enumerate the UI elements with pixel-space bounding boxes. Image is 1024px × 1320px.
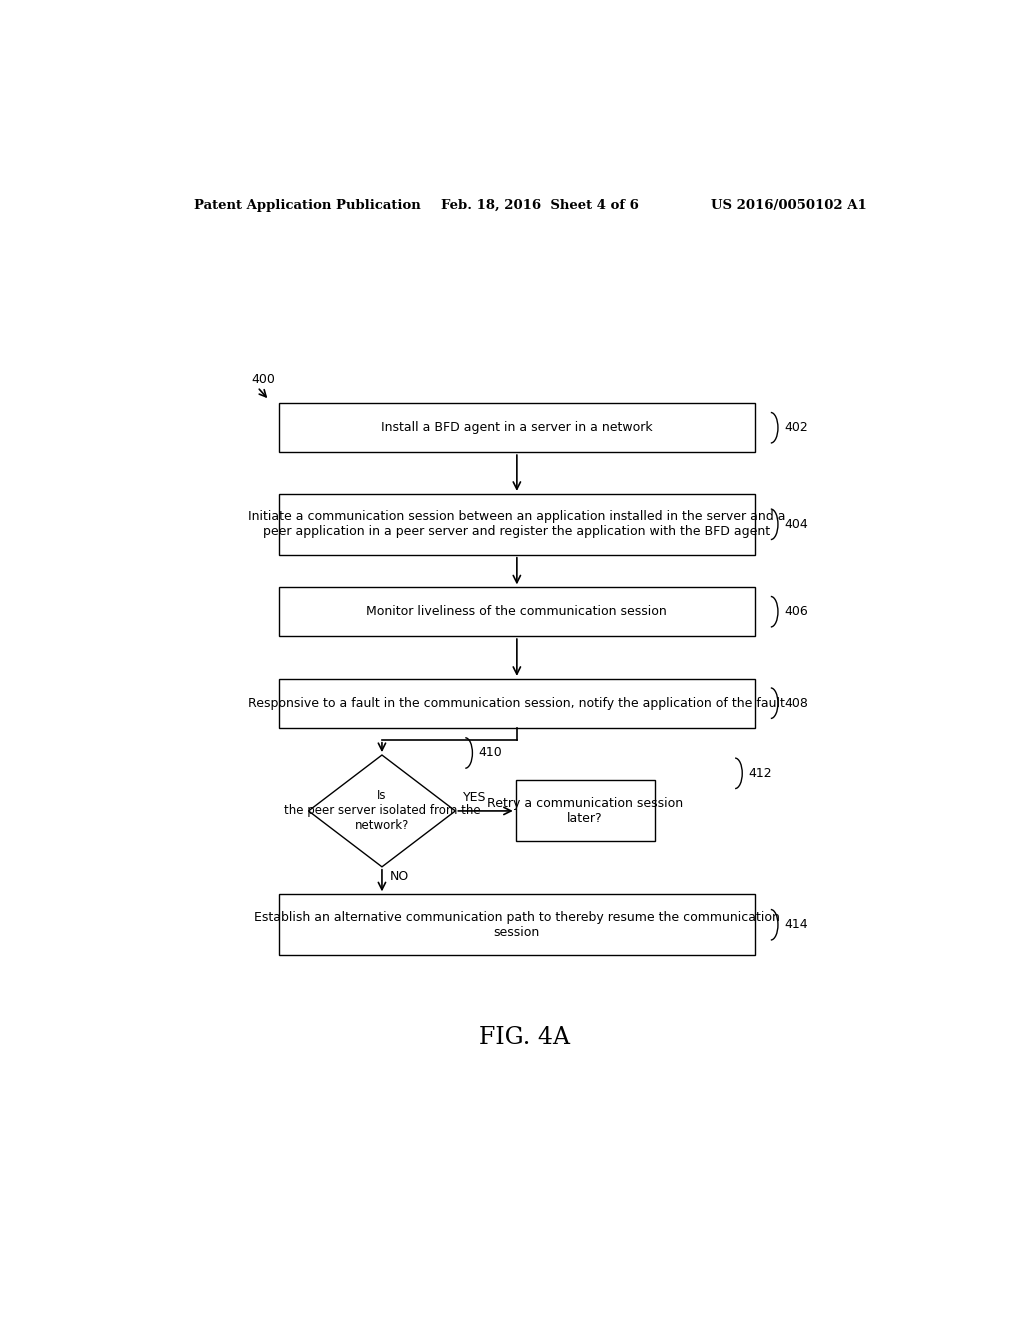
Text: Patent Application Publication: Patent Application Publication [194,198,421,211]
Text: Establish an alternative communication path to thereby resume the communication
: Establish an alternative communication p… [254,911,780,939]
Text: Responsive to a fault in the communication session, notify the application of th: Responsive to a fault in the communicati… [249,697,785,710]
Text: 402: 402 [784,421,808,434]
Text: US 2016/0050102 A1: US 2016/0050102 A1 [712,198,867,211]
FancyBboxPatch shape [279,678,755,727]
Text: Install a BFD agent in a server in a network: Install a BFD agent in a server in a net… [381,421,652,434]
Text: Initiate a communication session between an application installed in the server : Initiate a communication session between… [248,511,785,539]
Text: Is
the peer server isolated from the
network?: Is the peer server isolated from the net… [284,789,480,833]
Text: Retry a communication session
later?: Retry a communication session later? [487,797,683,825]
Text: 412: 412 [749,767,772,780]
Text: 414: 414 [784,919,808,932]
Text: Monitor liveliness of the communication session: Monitor liveliness of the communication … [367,605,668,618]
Text: YES: YES [463,791,486,804]
FancyBboxPatch shape [279,587,755,636]
FancyBboxPatch shape [279,494,755,554]
Polygon shape [308,755,456,867]
Text: FIG. 4A: FIG. 4A [479,1026,570,1049]
Text: Feb. 18, 2016  Sheet 4 of 6: Feb. 18, 2016 Sheet 4 of 6 [441,198,639,211]
Text: 404: 404 [784,517,808,531]
Text: 406: 406 [784,605,808,618]
FancyBboxPatch shape [279,894,755,956]
Text: 410: 410 [479,747,503,759]
Text: 400: 400 [251,374,274,387]
Text: NO: NO [390,870,410,883]
Text: 408: 408 [784,697,808,710]
FancyBboxPatch shape [516,780,654,841]
FancyBboxPatch shape [279,404,755,453]
